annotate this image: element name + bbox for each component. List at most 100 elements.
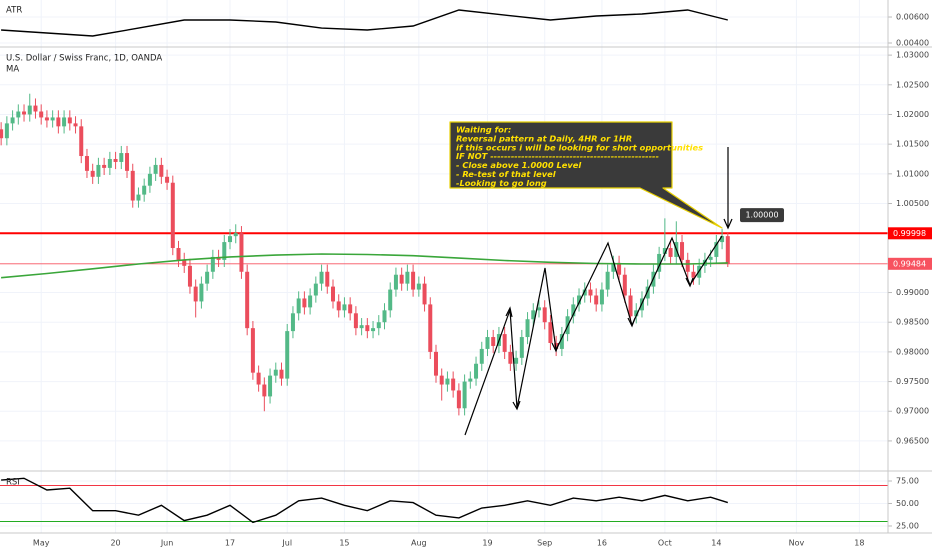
candle-body	[508, 351, 513, 364]
y-tick-label: 25.00	[896, 521, 919, 530]
drawings	[464, 147, 733, 436]
candle-body	[382, 310, 387, 323]
candle-body	[617, 262, 622, 275]
candle-body	[96, 164, 101, 177]
candle-body	[308, 295, 313, 308]
candle-body	[44, 117, 49, 121]
candle-body	[725, 236, 730, 265]
candle-body	[582, 289, 587, 296]
candle-body	[67, 117, 72, 124]
candle-body	[159, 164, 164, 177]
candle-body	[268, 375, 273, 397]
arrowhead	[512, 400, 521, 411]
annotation-text: Waiting for:Reversal pattern at Daily, 4…	[456, 125, 703, 188]
y-tick-label: 1.01500	[896, 140, 929, 149]
candle-body	[296, 298, 301, 314]
candle-body	[502, 334, 507, 352]
candle-body	[416, 283, 421, 290]
y-tick-label: 0.98000	[896, 347, 929, 356]
candle-body	[0, 129, 4, 139]
y-tick-label: 1.01000	[896, 169, 929, 178]
candle-body	[102, 164, 107, 168]
candle-body	[187, 265, 192, 287]
x-tick-label: Jun	[160, 539, 174, 548]
candle-body	[456, 390, 461, 409]
x-tick-label: Nov	[789, 539, 805, 548]
callout	[449, 121, 723, 229]
annotation-line: -Looking to go long	[456, 178, 547, 188]
x-tick-label: 17	[225, 539, 235, 548]
candle-body	[365, 325, 370, 332]
candle-body	[39, 111, 44, 118]
candle-body	[411, 271, 416, 290]
candle-body	[605, 271, 610, 290]
candle-body	[485, 337, 490, 349]
candle-body	[571, 304, 576, 317]
candle-body	[302, 298, 307, 308]
candle-body	[548, 322, 553, 343]
candle-body	[239, 233, 244, 272]
candle-body	[336, 301, 341, 311]
y-tick-label: 75.00	[896, 476, 919, 485]
candle-body	[193, 286, 198, 302]
candle-body	[245, 271, 250, 329]
y-tick-label: 50.00	[896, 499, 919, 508]
candle-body	[599, 289, 604, 305]
arrowhead	[551, 342, 560, 353]
x-tick-label: Oct	[658, 539, 672, 548]
price-label: 0.99998	[893, 229, 926, 238]
candle-body	[342, 304, 347, 311]
candle-body	[79, 126, 84, 157]
x-tick-label: 18	[854, 539, 864, 548]
price-tag-bg	[740, 208, 784, 223]
candle-body	[468, 378, 473, 382]
x-tick-label: Jul	[281, 539, 292, 548]
candle-body	[462, 381, 467, 409]
x-tick-label: Sep	[537, 539, 552, 548]
candle-body	[256, 372, 261, 385]
annotation-line: IF NOT ---------------------------------…	[456, 151, 659, 161]
price-tag: 1.00000	[745, 211, 778, 220]
candle-body	[422, 283, 427, 305]
candle-body	[56, 117, 61, 127]
candle-body	[330, 286, 336, 302]
candle-body	[588, 289, 593, 296]
candle-body	[348, 304, 353, 314]
candle-body	[250, 328, 255, 373]
candle-body	[182, 259, 187, 266]
candle-body	[371, 328, 376, 332]
price-label-bg	[888, 227, 932, 240]
candle-body	[279, 369, 284, 379]
annotation-line: if this occurs i will be looking for sho…	[456, 142, 703, 152]
candle-body	[228, 236, 233, 243]
arrowhead	[505, 306, 513, 318]
x-tick-label: 19	[482, 539, 492, 548]
candle-body	[445, 378, 450, 385]
candle-body	[285, 331, 290, 379]
annotation-line: Waiting for:	[456, 125, 511, 135]
candle-body	[325, 271, 330, 287]
candle-body	[313, 283, 318, 296]
candle-body	[130, 170, 135, 201]
candle-body	[113, 158, 118, 162]
y-tick-label: 1.00500	[896, 199, 929, 208]
candle-body	[657, 253, 662, 272]
pane-title: ATR	[6, 6, 22, 16]
annotation-line: - Re-test of that level	[456, 169, 556, 179]
candle-body	[393, 274, 398, 290]
moving-average	[1, 253, 728, 279]
candle-body	[359, 325, 364, 329]
candle-body	[147, 173, 152, 186]
candle-body	[22, 111, 27, 115]
y-tick-label: 0.99000	[896, 288, 929, 297]
candle-body	[708, 256, 713, 260]
pane-title: RSI	[6, 478, 20, 488]
candle-body	[405, 271, 410, 284]
candle-body	[107, 158, 112, 168]
annotation-line: Reversal pattern at Daily, 4HR or 1HR	[456, 133, 632, 143]
candle-body	[628, 295, 633, 317]
candle-body	[27, 105, 32, 115]
pane-title: U.S. Dollar / Swiss Franc, 1D, OANDA	[6, 54, 162, 64]
candle-body	[210, 256, 215, 272]
